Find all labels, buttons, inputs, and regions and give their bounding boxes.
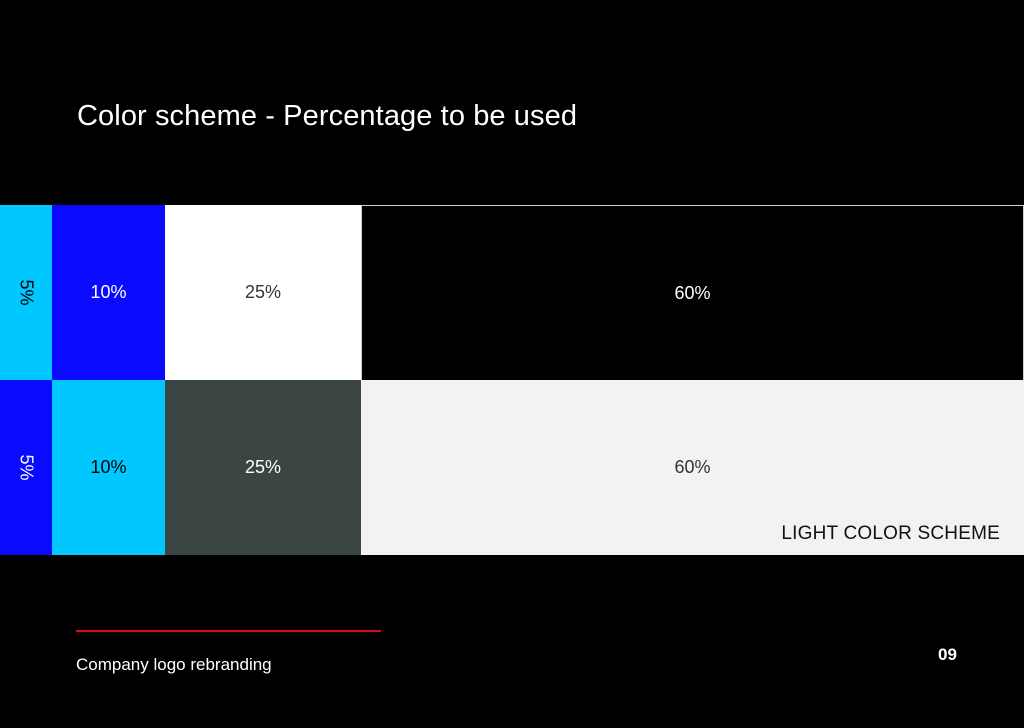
color-block-60-percent: 60% [361,205,1024,380]
footer-divider [76,630,381,632]
percentage-label: 10% [90,457,127,477]
percentage-label: 60% [674,282,711,303]
color-block-10-percent: 10% [52,205,165,380]
page-title: Color scheme - Percentage to be used [77,100,578,132]
light-color-scheme: 5% 10% 25% 60% LIGHT COLOR SCHEME [0,380,1024,555]
percentage-label: 5% [16,279,37,306]
color-block-10-percent: 10% [52,380,165,555]
scheme-caption: LIGHT COLOR SCHEME [781,523,1000,544]
percentage-label: 5% [16,454,37,481]
percentage-label: 25% [244,282,282,302]
percentage-label: 10% [90,282,127,302]
color-block-60-percent: 60% LIGHT COLOR SCHEME [361,380,1024,555]
dark-color-scheme: 5% 10% 25% 60% [0,205,1024,380]
percentage-label: 60% [674,457,711,477]
color-block-25-percent: 25% [165,380,361,555]
percentage-label: 25% [244,457,282,477]
color-block-25-percent: 25% [165,205,361,380]
footer-text: Company logo rebranding [76,655,272,674]
color-block-5-percent: 5% [0,380,52,555]
color-block-5-percent: 5% [0,205,52,380]
page-number: 09 [938,645,957,664]
